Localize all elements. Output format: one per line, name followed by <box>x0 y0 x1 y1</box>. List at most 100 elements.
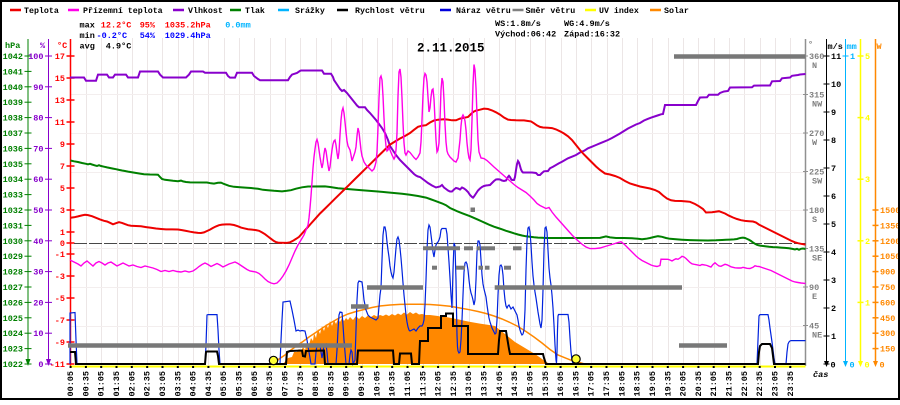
svg-text:180: 180 <box>809 206 824 216</box>
svg-text:1022: 1022 <box>3 360 23 370</box>
svg-text:1: 1 <box>831 332 836 342</box>
svg-text:20: 20 <box>33 298 43 308</box>
svg-text:600: 600 <box>880 298 895 308</box>
svg-text:54%: 54% <box>140 31 156 41</box>
svg-text:N: N <box>812 61 817 71</box>
svg-text:300: 300 <box>880 329 895 339</box>
svg-text:00:35: 00:35 <box>81 371 91 397</box>
svg-text:1039: 1039 <box>3 98 23 108</box>
svg-text:11:05: 11:05 <box>403 371 413 397</box>
svg-text:8: 8 <box>831 136 836 146</box>
svg-text:1034: 1034 <box>3 175 23 185</box>
svg-text:16:05: 16:05 <box>556 371 566 397</box>
svg-text:10:35: 10:35 <box>388 371 398 397</box>
svg-text:1035: 1035 <box>3 160 23 170</box>
svg-text:1036: 1036 <box>3 144 23 154</box>
svg-text:1042: 1042 <box>3 52 23 62</box>
svg-text:1: 1 <box>60 228 65 238</box>
svg-text:17: 17 <box>55 52 65 62</box>
svg-text:10:05: 10:05 <box>372 371 382 397</box>
svg-text:9: 9 <box>60 140 65 150</box>
svg-text:80: 80 <box>33 114 43 124</box>
svg-text:0: 0 <box>880 361 885 371</box>
svg-text:1029: 1029 <box>3 252 23 262</box>
svg-text:22:35: 22:35 <box>755 371 765 397</box>
svg-text:SW: SW <box>812 176 823 186</box>
svg-text:Vlhkost: Vlhkost <box>188 6 223 16</box>
svg-text:06:05: 06:05 <box>250 371 260 397</box>
svg-text:135: 135 <box>809 244 824 254</box>
svg-text:18:35: 18:35 <box>633 371 643 397</box>
svg-text:Přízemní teplota: Přízemní teplota <box>83 6 163 16</box>
svg-text:04:35: 04:35 <box>204 371 214 397</box>
svg-text:Teplota: Teplota <box>24 6 59 16</box>
svg-text:0: 0 <box>38 360 43 370</box>
svg-text:17:05: 17:05 <box>587 371 597 397</box>
svg-text:-7: -7 <box>55 316 65 326</box>
svg-text:1031: 1031 <box>3 221 23 231</box>
svg-text:1032: 1032 <box>3 206 23 216</box>
svg-text:225: 225 <box>809 167 824 177</box>
svg-text:max: max <box>80 21 95 31</box>
svg-text:13: 13 <box>55 96 65 106</box>
svg-text:19:35: 19:35 <box>663 371 673 397</box>
svg-text:450: 450 <box>880 314 895 324</box>
svg-text:1350: 1350 <box>880 221 900 231</box>
svg-text:1200: 1200 <box>880 237 900 247</box>
svg-text:1026: 1026 <box>3 298 23 308</box>
svg-text:16:35: 16:35 <box>571 371 581 397</box>
svg-text:UV index: UV index <box>599 6 639 16</box>
svg-text:5: 5 <box>865 52 870 62</box>
svg-text:50: 50 <box>33 206 43 216</box>
svg-text:1025: 1025 <box>3 314 23 324</box>
svg-text:Srážky: Srážky <box>295 6 325 16</box>
svg-text:6: 6 <box>831 192 836 202</box>
svg-text:0: 0 <box>831 361 836 371</box>
svg-text:5: 5 <box>831 220 836 230</box>
svg-text:1033: 1033 <box>3 191 23 201</box>
svg-text:18:05: 18:05 <box>617 371 627 397</box>
svg-text:1040: 1040 <box>3 83 23 93</box>
svg-text:270: 270 <box>809 129 824 139</box>
svg-text:45: 45 <box>809 321 819 331</box>
svg-text:Solar: Solar <box>664 6 689 16</box>
svg-text:2.11.2015: 2.11.2015 <box>417 42 485 56</box>
svg-text:23:35: 23:35 <box>786 371 796 397</box>
svg-text:22:05: 22:05 <box>740 371 750 397</box>
svg-text:Tlak: Tlak <box>245 6 265 16</box>
svg-text:60: 60 <box>33 175 43 185</box>
svg-text:13:05: 13:05 <box>464 371 474 397</box>
svg-text:NW: NW <box>812 99 823 109</box>
svg-text:02:05: 02:05 <box>127 371 137 397</box>
svg-text:1027: 1027 <box>3 283 23 293</box>
svg-text:S: S <box>812 215 817 225</box>
svg-text:13:35: 13:35 <box>480 371 490 397</box>
svg-text:17:35: 17:35 <box>602 371 612 397</box>
svg-text:09:05: 09:05 <box>342 371 352 397</box>
svg-text:40: 40 <box>33 237 43 247</box>
svg-text:900: 900 <box>880 268 895 278</box>
svg-text:23:05: 23:05 <box>770 371 780 397</box>
svg-text:15:35: 15:35 <box>541 371 551 397</box>
svg-text:E: E <box>812 292 817 302</box>
svg-text:W: W <box>812 138 818 148</box>
svg-text:05:35: 05:35 <box>235 371 245 397</box>
svg-text:09:35: 09:35 <box>357 371 367 397</box>
svg-text:00:05: 00:05 <box>66 371 76 397</box>
svg-text:Rychlost větru: Rychlost větru <box>355 6 425 16</box>
svg-text:SE: SE <box>812 253 822 263</box>
svg-text:min: min <box>80 31 95 41</box>
svg-text:7: 7 <box>60 162 65 172</box>
svg-text:360: 360 <box>809 52 824 62</box>
svg-text:Náraz větru: Náraz větru <box>456 6 511 16</box>
svg-text:-5: -5 <box>55 294 65 304</box>
svg-text:07:05: 07:05 <box>280 371 290 397</box>
svg-text:90: 90 <box>809 283 819 293</box>
svg-text:1030: 1030 <box>3 237 23 247</box>
svg-text:NE: NE <box>812 330 822 340</box>
svg-text:hPa: hPa <box>5 41 20 51</box>
svg-text:-11: -11 <box>50 360 65 370</box>
svg-text:06:35: 06:35 <box>265 371 275 397</box>
svg-text:04:05: 04:05 <box>189 371 199 397</box>
svg-text:m/s: m/s <box>828 42 843 52</box>
